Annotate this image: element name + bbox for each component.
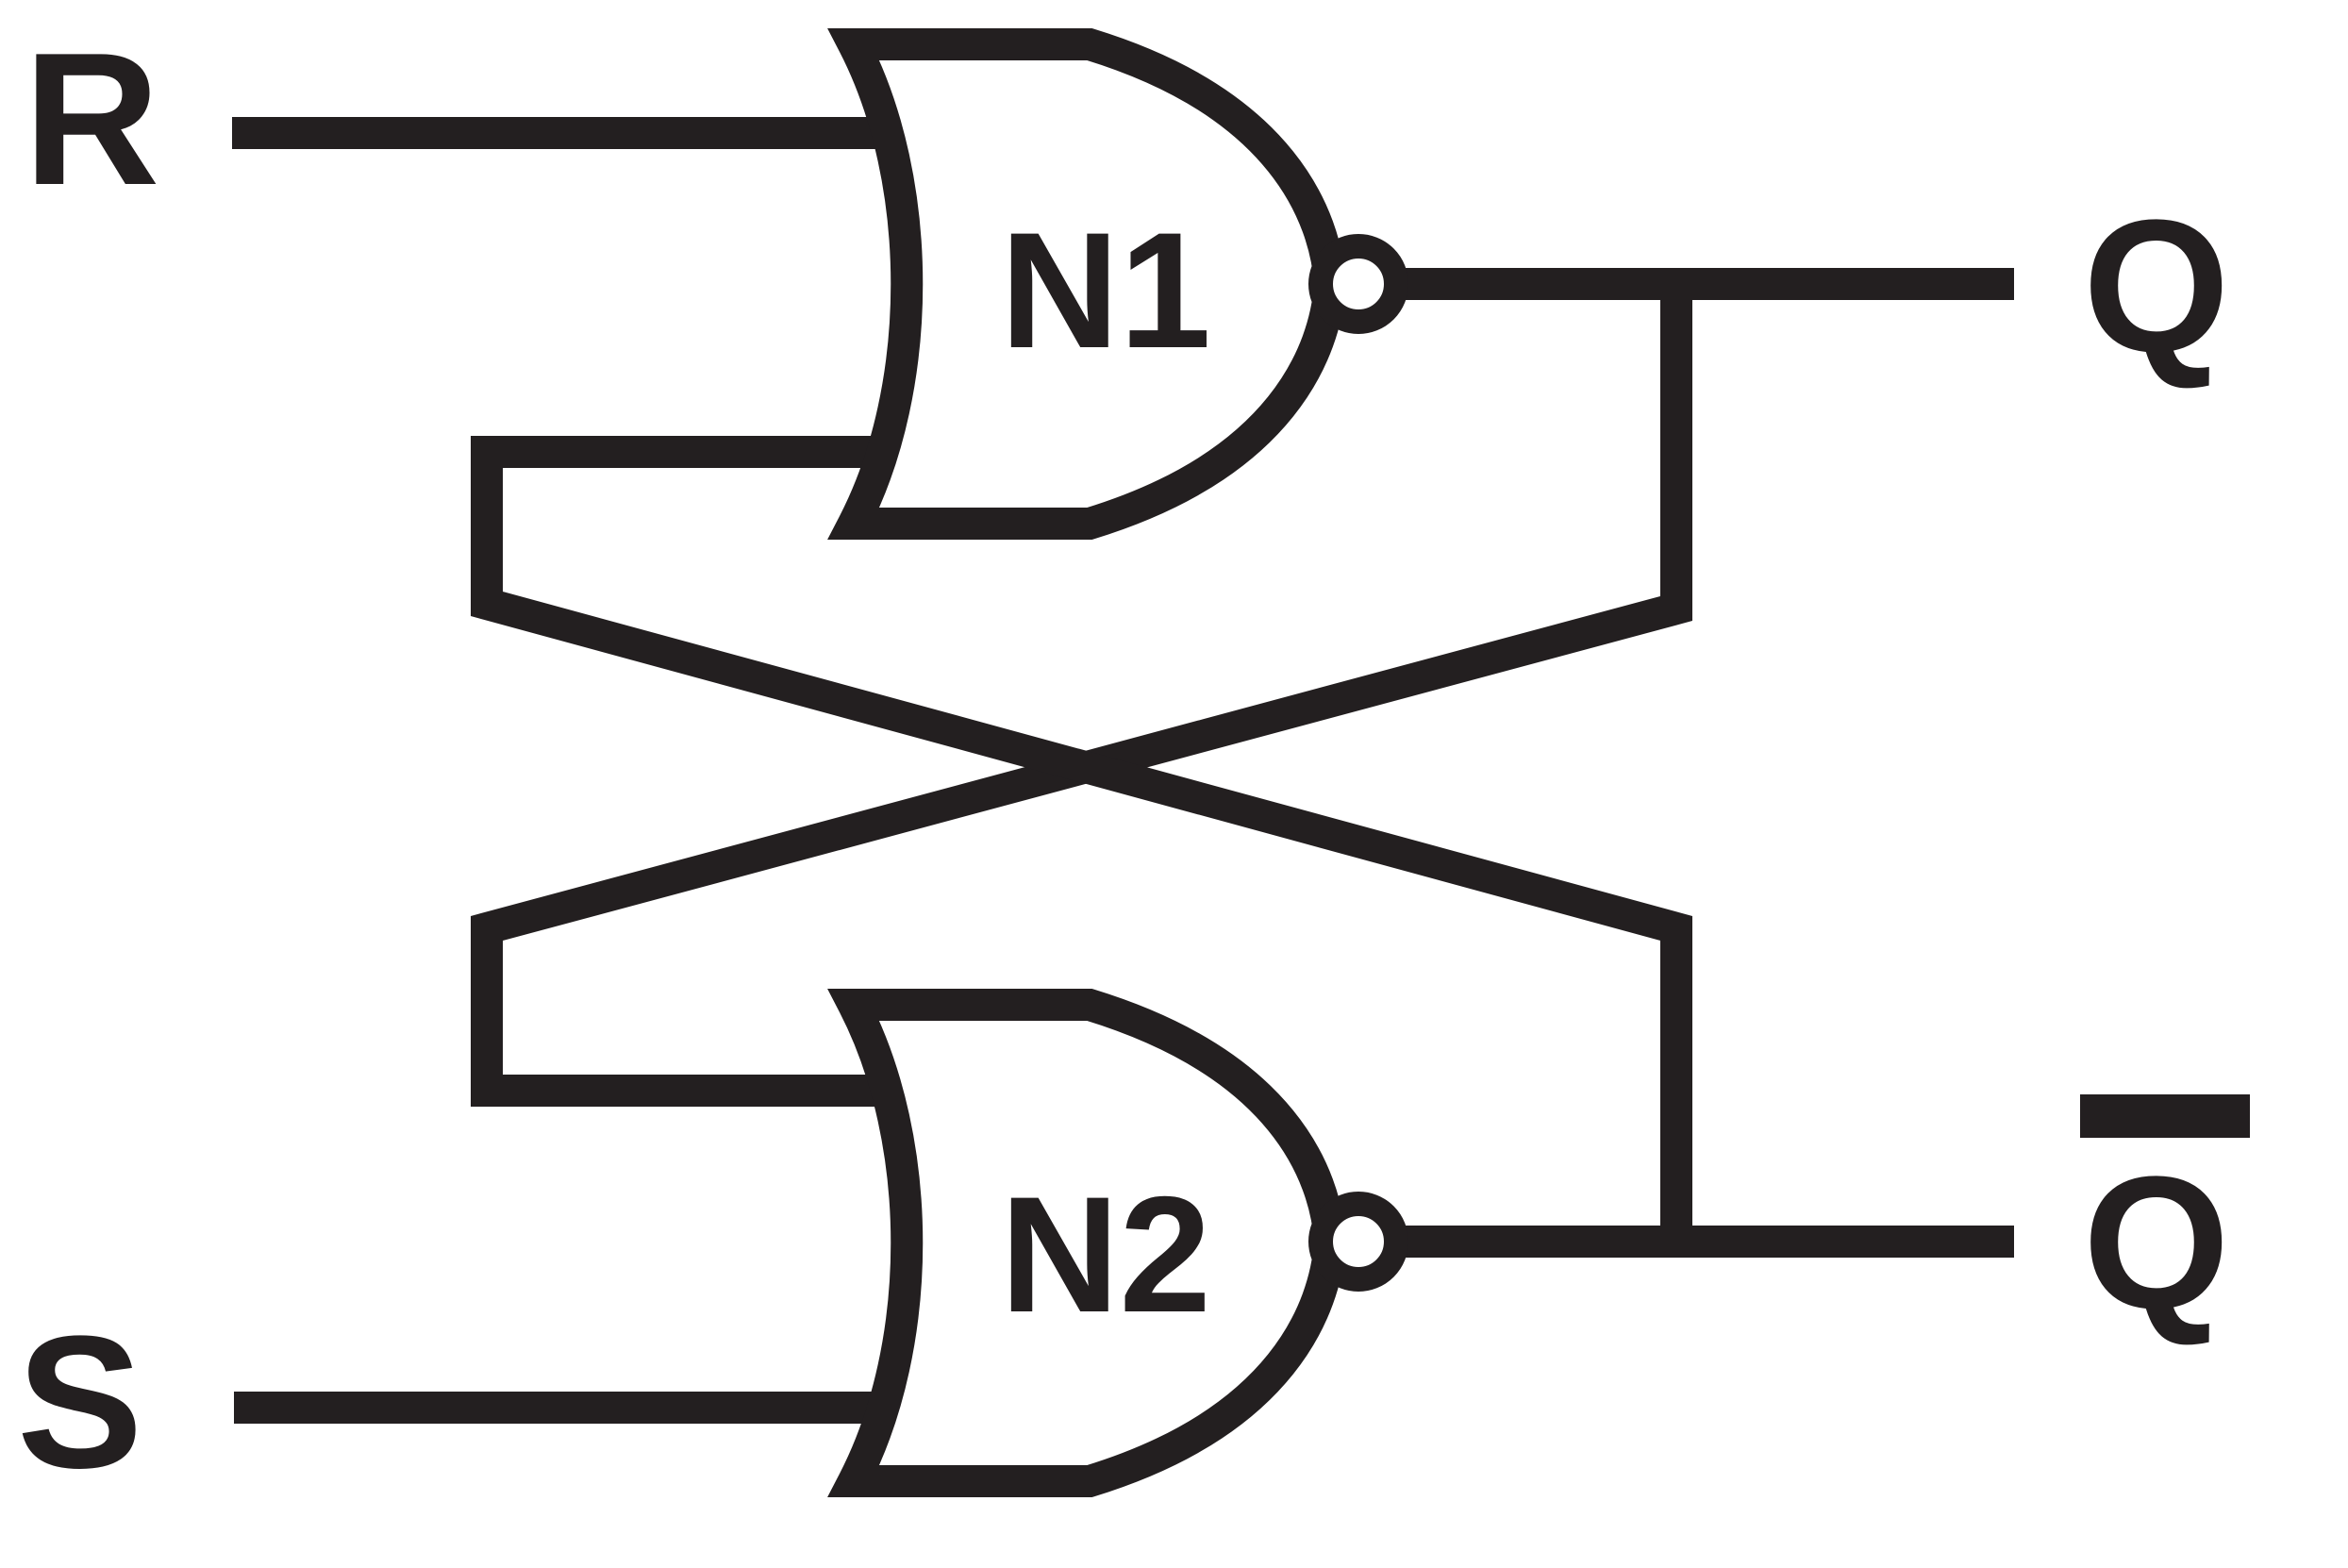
label-q: Q bbox=[2083, 181, 2230, 392]
nor-gate-n2: N2 bbox=[827, 989, 1408, 1497]
gate-label-n1: N1 bbox=[1000, 199, 1211, 383]
nor-gate-n2-body bbox=[827, 989, 1347, 1497]
nor-gate-n1-body bbox=[827, 27, 1347, 540]
label-r: R bbox=[24, 14, 159, 225]
nor-gate-n2-inversion-bubble bbox=[1308, 1192, 1408, 1292]
feedback-wire-q-to-n2 bbox=[471, 300, 1692, 1107]
nor-gate-n1-inversion-bubble bbox=[1308, 234, 1408, 334]
q-bar-overline bbox=[2080, 1094, 2250, 1138]
gate-label-n2: N2 bbox=[1000, 1163, 1211, 1347]
label-q-bar: Q bbox=[2083, 1138, 2230, 1348]
nor-gate-n1: N1 bbox=[827, 27, 1408, 540]
feedback-wire-qbar-to-n1 bbox=[471, 436, 1692, 1226]
label-s: S bbox=[17, 1297, 142, 1508]
